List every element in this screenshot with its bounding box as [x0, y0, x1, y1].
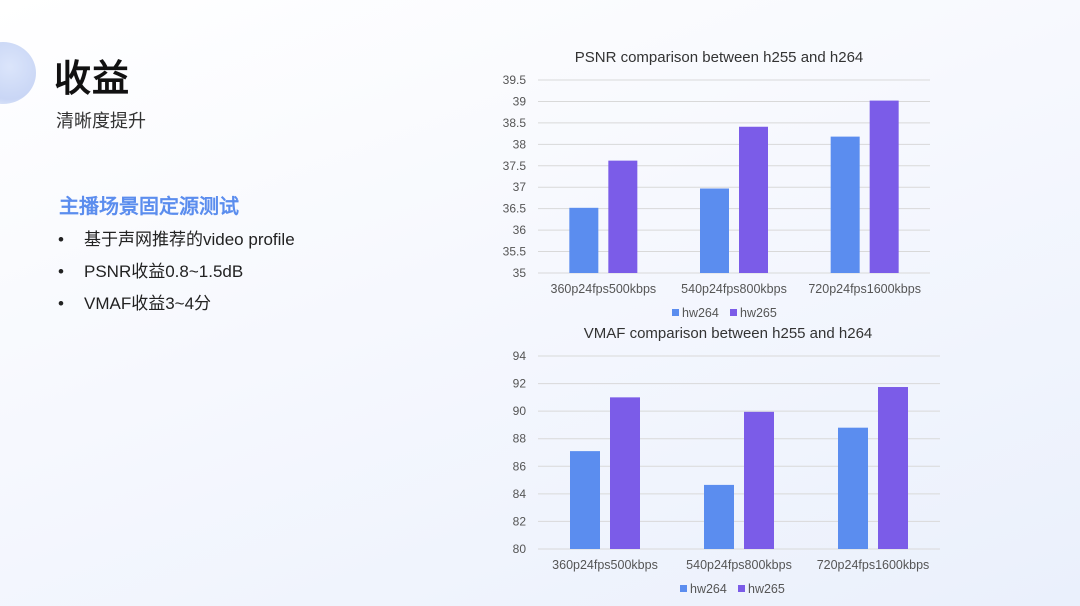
y-tick-label: 88 [513, 432, 527, 446]
bar-hw264 [838, 427, 868, 549]
bullet-text: VMAF收益3~4分 [84, 294, 212, 313]
bullet-item: • VMAF收益3~4分 [58, 292, 295, 324]
y-tick-label: 37.5 [503, 159, 527, 173]
legend-swatch-hw264 [680, 585, 687, 592]
y-tick-label: 36.5 [503, 202, 527, 216]
bar-hw265 [869, 100, 899, 273]
bar-hw265 [610, 397, 640, 549]
section-heading: 主播场景固定源测试 [59, 196, 239, 218]
legend-label-hw264: hw264 [682, 306, 719, 320]
legend-label-hw265: hw265 [748, 582, 785, 596]
bar-hw265 [744, 411, 774, 549]
x-category-label: 540p24fps800kbps [681, 282, 787, 296]
legend-label-hw264: hw264 [690, 582, 727, 596]
y-tick-label: 39.5 [503, 73, 527, 87]
bullet-dot-icon: • [58, 262, 64, 281]
bar-hw264 [704, 484, 734, 549]
y-tick-label: 35 [513, 266, 527, 280]
y-tick-label: 37 [513, 180, 527, 194]
bar-hw265 [608, 160, 638, 273]
y-tick-label: 39 [513, 94, 527, 108]
legend-swatch-hw265 [730, 309, 737, 316]
bar-hw264 [570, 451, 600, 549]
y-tick-label: 94 [513, 349, 527, 363]
y-tick-label: 82 [513, 514, 527, 528]
x-category-label: 540p24fps800kbps [686, 558, 792, 572]
y-tick-label: 84 [513, 487, 527, 501]
bar-hw264 [569, 207, 599, 273]
bullet-text: 基于声网推荐的video profile [84, 230, 295, 249]
y-tick-label: 35.5 [503, 245, 527, 259]
y-tick-label: 80 [513, 542, 527, 556]
y-tick-label: 86 [513, 459, 527, 473]
page-subtitle: 清晰度提升 [56, 111, 146, 131]
bullet-list: • 基于声网推荐的video profile • PSNR收益0.8~1.5dB •… [58, 228, 295, 324]
legend-swatch-hw264 [672, 309, 679, 316]
bullet-text: PSNR收益0.8~1.5dB [84, 262, 244, 281]
bar-hw265 [739, 126, 768, 273]
y-tick-label: 90 [513, 404, 527, 418]
legend-swatch-hw265 [738, 585, 745, 592]
bullet-item: • PSNR收益0.8~1.5dB [58, 260, 295, 292]
y-tick-label: 36 [513, 223, 527, 237]
y-tick-label: 38.5 [503, 116, 527, 130]
legend-label-hw265: hw265 [740, 306, 777, 320]
bullet-item: • 基于声网推荐的video profile [58, 228, 295, 260]
x-category-label: 360p24fps500kbps [551, 282, 657, 296]
chart-title: VMAF comparison between h255 and h264 [584, 325, 873, 342]
bar-hw264 [700, 188, 729, 273]
x-category-label: 720p24fps1600kbps [817, 558, 930, 572]
y-tick-label: 38 [513, 137, 527, 151]
chart-title: PSNR comparison between h255 and h264 [575, 49, 864, 66]
y-tick-label: 92 [513, 377, 527, 391]
bar-hw264 [830, 136, 860, 273]
bullet-dot-icon: • [58, 294, 64, 313]
bar-hw265 [878, 387, 908, 549]
bullet-dot-icon: • [58, 230, 64, 249]
page-title: 收益 [54, 58, 130, 99]
x-category-label: 360p24fps500kbps [552, 558, 658, 572]
x-category-label: 720p24fps1600kbps [808, 282, 921, 296]
